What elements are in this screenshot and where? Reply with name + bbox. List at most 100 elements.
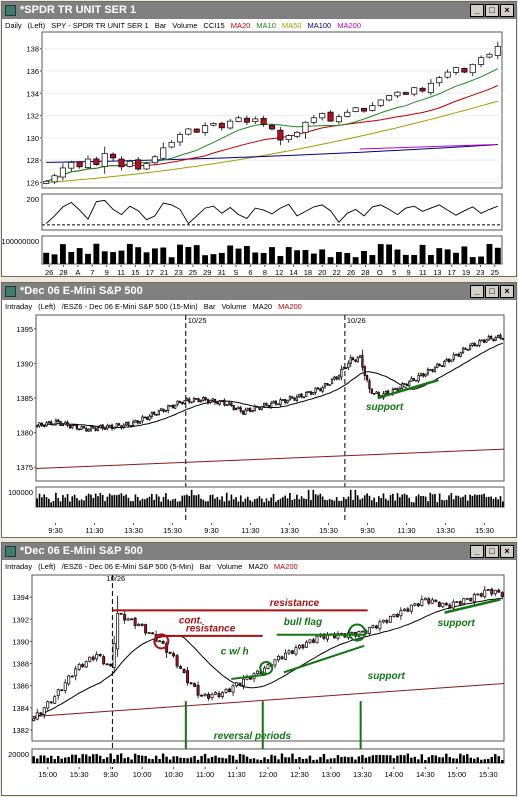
volume-bar — [151, 758, 154, 763]
volume-bar — [399, 754, 403, 763]
es15-candle — [174, 404, 177, 409]
es15-candle — [162, 408, 165, 412]
spy-candle — [478, 57, 485, 65]
volume-bar — [363, 495, 366, 507]
spy-candle — [210, 123, 217, 126]
volume-bar — [183, 495, 186, 507]
es5-candle — [186, 670, 190, 684]
x-tick-label: A — [75, 268, 80, 277]
volume-bar — [81, 754, 84, 763]
es15-candle — [342, 367, 345, 370]
es5-candle — [500, 592, 504, 597]
volume-bar — [218, 252, 225, 264]
legend-item: Intraday — [5, 302, 33, 311]
volume-bar — [382, 755, 385, 763]
es15-candle — [225, 404, 228, 407]
es15-candle — [78, 428, 81, 431]
volume-bar — [239, 495, 242, 507]
maximize-button[interactable]: □ — [485, 4, 499, 17]
volume-bar — [116, 754, 119, 763]
volume-bar — [483, 759, 486, 763]
es15-candle — [291, 396, 294, 399]
es5-candle — [74, 668, 78, 677]
spy-candle — [168, 141, 175, 148]
window-titlebar[interactable]: *Dec 06 E-Mini S&P 500 _ □ × — [2, 283, 516, 300]
volume-bar — [327, 257, 334, 264]
es5-candle — [273, 659, 277, 666]
volume-bar — [494, 754, 497, 763]
es15-candle — [129, 425, 132, 427]
es5-candle — [374, 625, 378, 629]
es5-candle — [210, 693, 214, 699]
spy-candle — [469, 63, 476, 74]
close-button[interactable]: × — [500, 285, 514, 298]
minimize-button[interactable]: _ — [470, 4, 484, 17]
volume-bar — [427, 757, 431, 763]
maximize-button[interactable]: □ — [485, 545, 499, 558]
es5-candle — [126, 618, 130, 621]
volume-bar — [343, 756, 347, 763]
support-trendline — [444, 598, 501, 614]
es5-candle — [280, 656, 284, 660]
volume-bar — [422, 496, 425, 507]
volume-bar — [453, 252, 459, 264]
volume-bar — [359, 499, 361, 507]
es15-candle — [87, 429, 90, 432]
spy-candle — [268, 124, 276, 130]
es15-candle — [157, 410, 160, 416]
volume-bar — [394, 249, 401, 264]
chart-window-icon — [5, 286, 16, 297]
close-button[interactable]: × — [500, 545, 514, 558]
volume-bar — [88, 756, 91, 763]
minimize-button[interactable]: _ — [470, 285, 484, 298]
maximize-button[interactable]: □ — [485, 285, 499, 298]
es5-candle — [476, 593, 480, 596]
es15-candle — [113, 426, 116, 430]
es15-candle — [96, 427, 100, 431]
spy-candle — [126, 160, 133, 167]
volume-bar — [141, 498, 144, 507]
volume-bar — [246, 496, 249, 507]
minimize-button[interactable]: _ — [470, 545, 484, 558]
es5-candle — [196, 684, 200, 696]
es15-candle — [277, 403, 280, 406]
x-tick-label: 9 — [406, 268, 410, 277]
volume-bar — [352, 499, 354, 507]
chart-legend: Intraday (Left) /ESZ6 - Dec 06 E-Mini S&P … — [5, 562, 298, 571]
spy-candle — [227, 120, 234, 129]
volume-bar — [399, 497, 401, 507]
volume-bar — [111, 495, 113, 507]
es5-candle — [109, 664, 113, 667]
es15-candle — [227, 402, 231, 406]
volume-bar — [263, 502, 265, 507]
es15-candle — [316, 387, 320, 390]
es15-candle — [410, 378, 413, 382]
x-tick-label: 11:30 — [397, 526, 415, 535]
volume-bar — [284, 495, 287, 507]
volume-bar — [189, 757, 193, 763]
es15-candle — [447, 358, 451, 362]
volume-bar — [270, 754, 273, 763]
es5-candle — [182, 668, 186, 673]
volume-bar — [140, 755, 144, 763]
es15-candle — [288, 396, 291, 401]
es-5min-window: *Dec 06 E-Mini S&P 500 _ □ × Intraday (Le… — [1, 542, 517, 796]
es15-candle — [155, 413, 158, 416]
es5-candle — [287, 650, 291, 654]
window-titlebar[interactable]: *Dec 06 E-Mini S&P 500 _ □ × — [2, 543, 516, 560]
es15-candle — [150, 412, 153, 417]
legend-item: MA10 — [256, 21, 276, 30]
window-titlebar[interactable]: *SPDR TR UNIT SER 1 _ □ × — [2, 2, 516, 19]
volume-bar — [216, 497, 219, 507]
close-button[interactable]: × — [500, 4, 514, 17]
volume-bar — [256, 759, 259, 763]
spy-candle — [360, 107, 368, 112]
es5-candle — [88, 656, 92, 662]
es5-candle — [56, 689, 60, 696]
es15-candle — [132, 421, 135, 427]
spy-candle — [252, 118, 259, 122]
chart-window-icon — [5, 5, 16, 16]
volume-bar — [168, 759, 172, 763]
volume-bar — [252, 758, 256, 763]
y-tick-label: 1394 — [12, 593, 29, 602]
